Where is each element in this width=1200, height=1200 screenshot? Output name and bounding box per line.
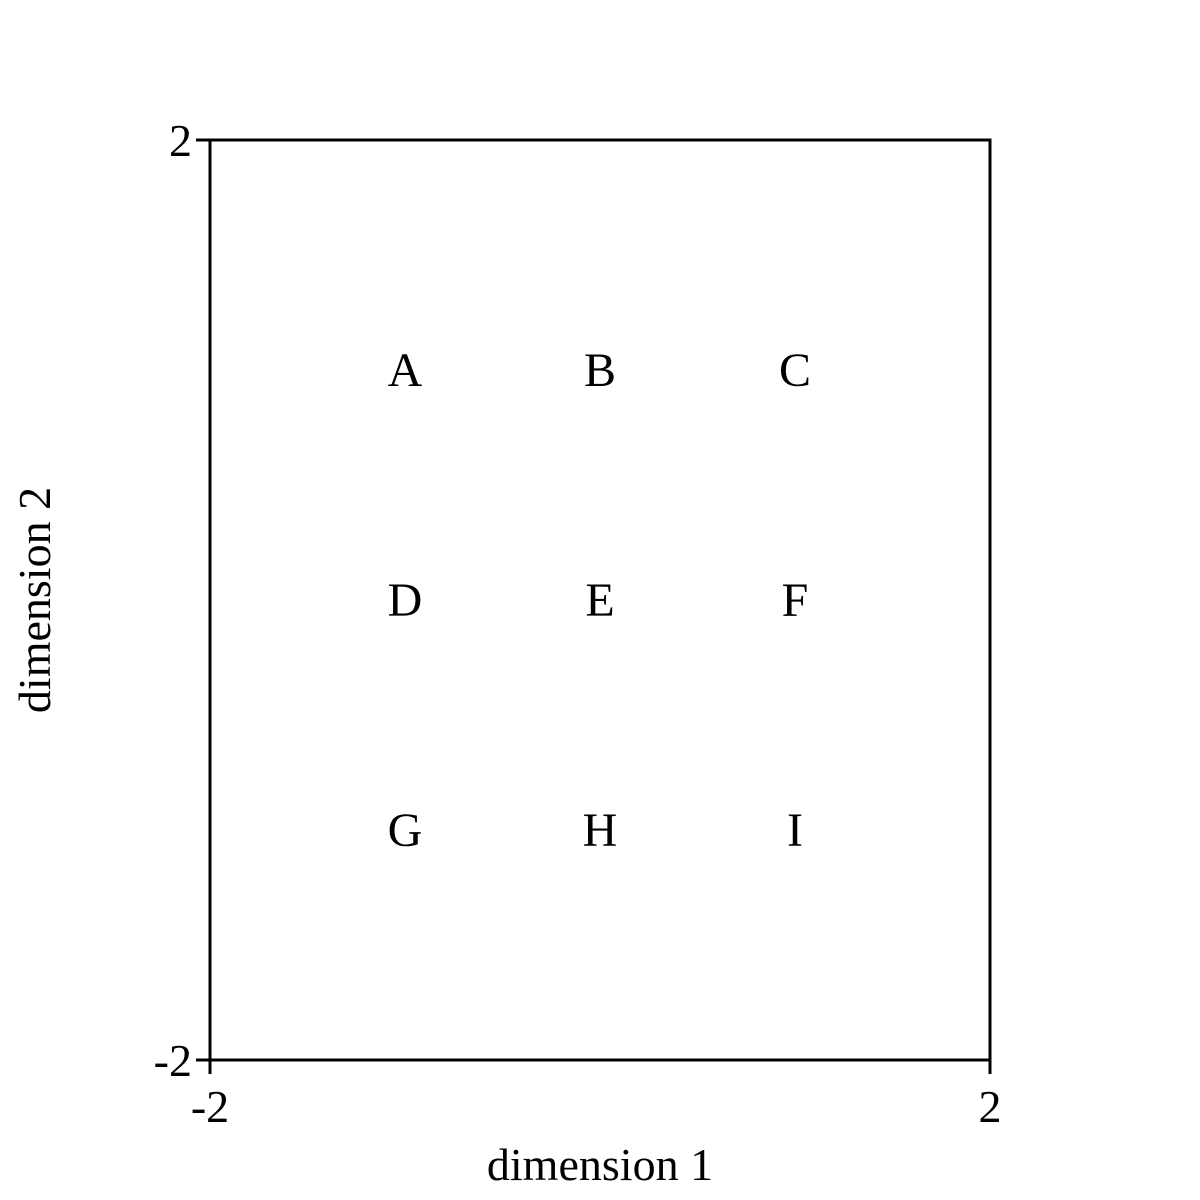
y-axis-label: dimension 2 <box>9 487 60 713</box>
x-tick-label: -2 <box>191 1081 229 1132</box>
y-tick-label: 2 <box>169 115 192 166</box>
point-label-a: A <box>388 344 423 397</box>
point-label-h: H <box>583 804 618 857</box>
y-tick-label: -2 <box>154 1035 192 1086</box>
point-label-f: F <box>782 574 809 627</box>
point-label-i: I <box>787 804 803 857</box>
point-label-c: C <box>779 344 811 397</box>
point-label-g: G <box>388 804 423 857</box>
x-tick-label: 2 <box>979 1081 1002 1132</box>
point-label-d: D <box>388 574 423 627</box>
x-axis-label: dimension 1 <box>487 1139 713 1190</box>
point-label-b: B <box>584 344 616 397</box>
point-label-e: E <box>585 574 614 627</box>
